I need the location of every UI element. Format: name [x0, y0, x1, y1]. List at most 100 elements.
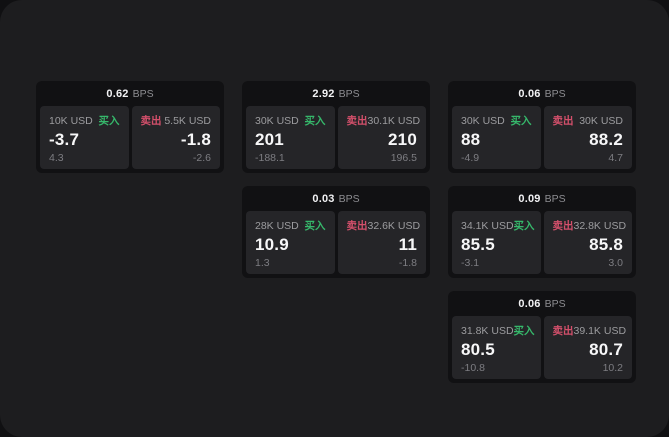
bps-value: 0.06: [518, 297, 541, 310]
sell-price: 88.2: [589, 129, 623, 149]
bps-unit-label: BPS: [544, 87, 566, 100]
buy-amount: 31.8K USD: [461, 325, 514, 337]
sell-sub-value: -1.8: [398, 257, 417, 269]
buy-sub-value: -3.1: [461, 257, 480, 269]
quote-card: 0.03 BPS 28K USD 买入 10.9 1.3 卖出 32.6K US…: [242, 186, 430, 278]
buy-panel-header: 30K USD 买入: [255, 113, 326, 128]
buy-amount: 30K USD: [255, 115, 299, 127]
sell-sub-value: 4.7: [608, 152, 623, 164]
bps-unit-label: BPS: [544, 297, 566, 310]
buy-panel[interactable]: 28K USD 买入 10.9 1.3: [246, 211, 335, 274]
buy-price: 85.5: [461, 234, 495, 254]
sell-side-label: 卖出: [552, 115, 574, 127]
bps-value: 0.03: [312, 192, 335, 205]
bps-value: 0.09: [518, 192, 541, 205]
card-body: 34.1K USD 买入 85.5 -3.1 卖出 32.8K USD 85.8…: [448, 211, 636, 278]
sell-price: 80.7: [589, 339, 623, 359]
card-header: 0.06 BPS: [448, 291, 636, 316]
buy-amount: 30K USD: [461, 115, 505, 127]
quote-card: 0.06 BPS 30K USD 买入 88 -4.9 卖出 30K USD 8…: [448, 81, 636, 173]
sell-panel[interactable]: 卖出 39.1K USD 80.7 10.2: [543, 316, 632, 379]
sell-panel[interactable]: 卖出 32.8K USD 85.8 3.0: [543, 211, 632, 274]
card-body: 30K USD 买入 88 -4.9 卖出 30K USD 88.2 4.7: [448, 106, 636, 173]
sell-price: 11: [398, 234, 417, 254]
buy-panel[interactable]: 30K USD 买入 88 -4.9: [452, 106, 541, 169]
sell-side-label: 卖出: [346, 220, 368, 232]
sell-price: -1.8: [180, 129, 211, 149]
buy-side-label: 买入: [510, 115, 532, 127]
buy-panel-header: 28K USD 买入: [255, 218, 326, 233]
buy-side-label: 买入: [513, 325, 535, 337]
buy-amount: 10K USD: [49, 115, 93, 127]
buy-price: 88: [461, 129, 481, 149]
buy-side-label: 买入: [304, 115, 326, 127]
sell-sub-value: 196.5: [390, 152, 417, 164]
bps-unit-label: BPS: [338, 87, 360, 100]
card-body: 31.8K USD 买入 80.5 -10.8 卖出 39.1K USD 80.…: [448, 316, 636, 383]
card-header: 0.62 BPS: [36, 81, 224, 106]
sell-sub-value: 10.2: [602, 362, 623, 374]
sell-panel-header: 卖出 32.6K USD: [346, 218, 421, 233]
buy-side-label: 买入: [304, 220, 326, 232]
sell-panel[interactable]: 卖出 30K USD 88.2 4.7: [543, 106, 632, 169]
card-body: 30K USD 买入 201 -188.1 卖出 30.1K USD 210 1…: [242, 106, 430, 173]
bps-value: 2.92: [312, 87, 335, 100]
buy-sub-value: -10.8: [461, 362, 485, 374]
bps-value: 0.06: [518, 87, 541, 100]
sell-amount: 30.1K USD: [367, 115, 421, 127]
buy-sub-value: -4.9: [461, 152, 480, 164]
buy-panel[interactable]: 30K USD 买入 201 -188.1: [246, 106, 335, 169]
buy-price: 201: [255, 129, 284, 149]
sell-side-label: 卖出: [552, 325, 574, 337]
sell-sub-value: 3.0: [608, 257, 623, 269]
buy-sub-value: -188.1: [255, 152, 285, 164]
buy-panel[interactable]: 34.1K USD 买入 85.5 -3.1: [452, 211, 541, 274]
card-header: 0.03 BPS: [242, 186, 430, 211]
buy-panel-header: 30K USD 买入: [461, 113, 532, 128]
buy-panel[interactable]: 31.8K USD 买入 80.5 -10.8: [452, 316, 541, 379]
buy-side-label: 买入: [98, 115, 120, 127]
quote-card: 0.62 BPS 10K USD 买入 -3.7 4.3 卖出 5.5K USD…: [36, 81, 224, 173]
sell-panel-header: 卖出 5.5K USD: [141, 113, 212, 128]
bps-unit-label: BPS: [338, 192, 360, 205]
bps-value: 0.62: [106, 87, 129, 100]
buy-amount: 28K USD: [255, 220, 299, 232]
sell-amount: 5.5K USD: [164, 115, 211, 127]
sell-price: 210: [388, 129, 417, 149]
card-header: 0.06 BPS: [448, 81, 636, 106]
card-header: 0.09 BPS: [448, 186, 636, 211]
sell-price: 85.8: [589, 234, 623, 254]
sell-panel[interactable]: 卖出 30.1K USD 210 196.5: [337, 106, 426, 169]
buy-side-label: 买入: [513, 220, 535, 232]
sell-panel[interactable]: 卖出 32.6K USD 11 -1.8: [337, 211, 426, 274]
sell-panel-header: 卖出 30K USD: [553, 113, 624, 128]
bps-unit-label: BPS: [132, 87, 154, 100]
buy-sub-value: 4.3: [49, 152, 64, 164]
sell-amount: 39.1K USD: [573, 325, 627, 337]
buy-panel-header: 31.8K USD 买入: [461, 323, 535, 338]
card-body: 28K USD 买入 10.9 1.3 卖出 32.6K USD 11 -1.8: [242, 211, 430, 278]
buy-price: -3.7: [49, 129, 80, 149]
sell-amount: 32.8K USD: [573, 220, 627, 232]
buy-panel-header: 34.1K USD 买入: [461, 218, 535, 233]
sell-sub-value: -2.6: [192, 152, 211, 164]
quote-card: 0.09 BPS 34.1K USD 买入 85.5 -3.1 卖出 32.8K…: [448, 186, 636, 278]
bps-unit-label: BPS: [544, 192, 566, 205]
quote-card: 0.06 BPS 31.8K USD 买入 80.5 -10.8 卖出 39.1…: [448, 291, 636, 383]
quote-card: 2.92 BPS 30K USD 买入 201 -188.1 卖出 30.1K …: [242, 81, 430, 173]
sell-side-label: 卖出: [346, 115, 368, 127]
sell-side-label: 卖出: [552, 220, 574, 232]
buy-price: 10.9: [255, 234, 289, 254]
buy-price: 80.5: [461, 339, 495, 359]
sell-amount: 30K USD: [579, 115, 623, 127]
buy-panel[interactable]: 10K USD 买入 -3.7 4.3: [40, 106, 129, 169]
sell-panel-header: 卖出 32.8K USD: [552, 218, 627, 233]
sell-panel[interactable]: 卖出 5.5K USD -1.8 -2.6: [131, 106, 220, 169]
card-body: 10K USD 买入 -3.7 4.3 卖出 5.5K USD -1.8 -2.…: [36, 106, 224, 173]
buy-panel-header: 10K USD 买入: [49, 113, 120, 128]
card-header: 2.92 BPS: [242, 81, 430, 106]
sell-amount: 32.6K USD: [367, 220, 421, 232]
buy-amount: 34.1K USD: [461, 220, 514, 232]
sell-panel-header: 卖出 30.1K USD: [346, 113, 421, 128]
